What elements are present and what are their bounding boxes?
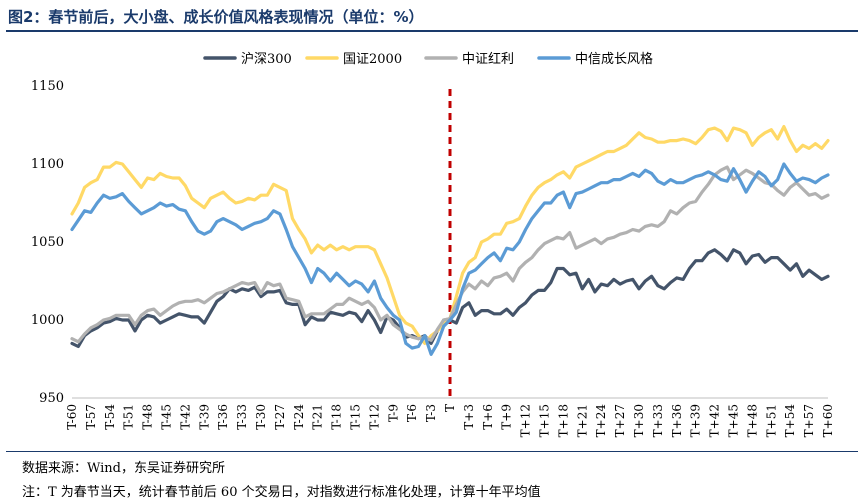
- series-lines: [70, 124, 830, 356]
- legend-label-1: 沪深300: [241, 51, 292, 67]
- data-source-note: 数据来源：Wind，东吴证券研究所: [22, 461, 225, 476]
- x-tick-label: T+60: [821, 404, 835, 437]
- y-tick-label: 1050: [31, 235, 64, 250]
- x-tick-label: T+27: [613, 404, 627, 437]
- x-tick-label: T+54: [783, 404, 797, 438]
- x-tick-label: T+45: [727, 404, 741, 437]
- x-tick-label: T+21: [575, 404, 589, 437]
- x-tick-label: T-48: [141, 404, 155, 430]
- x-tick-label: T-15: [349, 404, 363, 430]
- series-line-4: [70, 162, 830, 356]
- x-tick-label: T+51: [764, 404, 778, 437]
- x-tick-label: T+57: [802, 404, 816, 437]
- x-tick-label: T-24: [292, 404, 306, 430]
- x-tick-label: T-45: [160, 404, 174, 430]
- x-tick-label: T+9: [500, 404, 514, 430]
- x-tick-label: T-9: [386, 404, 400, 422]
- x-tick-label: T+30: [632, 404, 646, 437]
- x-tick-label: T-39: [197, 404, 211, 430]
- x-tick-label: T-12: [367, 404, 381, 430]
- x-tick-label: T-33: [235, 404, 249, 430]
- x-tick-label: T-51: [122, 404, 136, 430]
- y-tick-label: 1000: [31, 313, 64, 328]
- legend: 沪深300 国证2000 中证红利 中信成长风格: [203, 51, 653, 67]
- figure-title: 图2：春节前后，大小盘、成长价值风格表现情况（单位：%）: [8, 8, 424, 26]
- x-tick-label: T-27: [273, 404, 287, 430]
- x-tick-label: T-3: [424, 404, 438, 422]
- x-tick-label: T-42: [178, 404, 192, 430]
- x-tick-label: T-21: [311, 404, 325, 430]
- legend-label-3: 中证红利: [462, 51, 514, 67]
- x-tick-label: T+24: [594, 404, 608, 438]
- x-tick-label: T+6: [481, 404, 495, 430]
- x-tick-label: T+3: [462, 404, 476, 430]
- x-tick-label: T-57: [84, 404, 98, 430]
- y-tick-label: 1100: [31, 157, 64, 172]
- x-tick-label: T-60: [65, 404, 79, 430]
- y-tick-label: 1150: [31, 79, 64, 94]
- x-tick-label: T+15: [538, 404, 552, 437]
- x-tick-label: T-6: [405, 404, 419, 422]
- x-tick-label: T+42: [708, 404, 722, 437]
- legend-label-2: 国证2000: [343, 52, 402, 67]
- x-tick-label: T-36: [216, 404, 230, 430]
- line-chart: 沪深300 国证2000 中证红利 中信成长风格 950 1000 1050 1100 115…: [31, 51, 835, 437]
- footer-rule: [6, 451, 858, 452]
- footnote: 注：T 为春节当天，统计春节前后 60 个交易日，对指数进行标准化处理，计算十年…: [22, 485, 541, 500]
- x-tick-label: T: [443, 404, 457, 412]
- x-tick-label: T+33: [651, 404, 665, 437]
- x-tick-label: T-30: [254, 404, 268, 430]
- y-tick-label: 950: [39, 391, 64, 406]
- x-tick-label: T+39: [689, 404, 703, 437]
- x-tick-label: T+18: [556, 404, 570, 437]
- x-tick-label: T+48: [745, 404, 759, 437]
- legend-label-4: 中信成长风格: [575, 51, 653, 67]
- x-tick-label: T-54: [103, 404, 117, 430]
- x-tick-label: T+36: [670, 404, 684, 437]
- axes: 950 1000 1050 1100 1150 T-60 T-57 T-54 T-51 T-48 T…: [31, 79, 835, 437]
- x-tick-label: T-18: [330, 404, 344, 430]
- x-tick-label: T+12: [519, 404, 533, 437]
- title-rule: [6, 30, 858, 32]
